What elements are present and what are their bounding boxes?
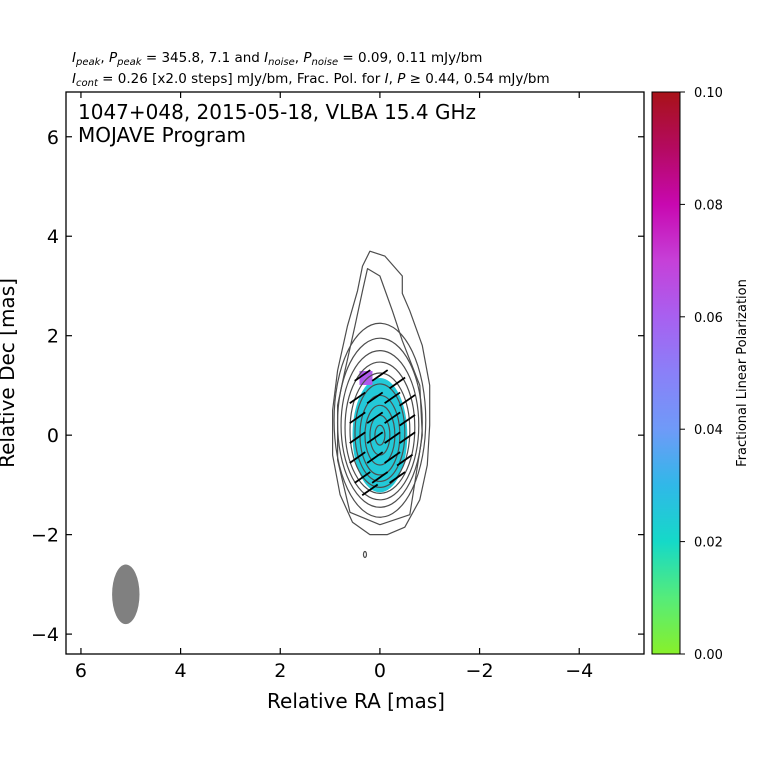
contour-level: [344, 361, 416, 494]
evpa-vector: [384, 431, 401, 444]
evpa-vector: [371, 369, 389, 382]
evpa-vector: [384, 391, 401, 405]
x-axis-label: Relative RA [mas]: [267, 689, 445, 713]
evpa-vector: [349, 391, 366, 405]
evpa-vector: [384, 451, 401, 464]
x-tick-label: −2: [466, 660, 494, 682]
contour-level: [340, 350, 420, 501]
evpa-vector: [399, 414, 416, 427]
evpa-vector: [384, 411, 401, 424]
evpa-vector: [366, 411, 384, 424]
contour-blip: [362, 550, 368, 559]
evpa-vector: [396, 453, 414, 467]
evpa-vector: [361, 483, 379, 497]
y-tick-label: −4: [31, 624, 59, 646]
plot-frame: [65, 91, 645, 655]
contour-outer: [332, 250, 431, 536]
plot-area: [112, 250, 431, 625]
y-tick-label: 0: [47, 425, 59, 447]
evpa-vector: [366, 451, 384, 464]
colorbar-tick-label: 0.08: [694, 198, 723, 213]
colorbar-tick-label: 0.02: [694, 536, 723, 551]
evpa-vector: [366, 431, 384, 444]
evpa-vector: [371, 471, 389, 484]
beam-ellipse: [112, 564, 140, 625]
header-line-1: Ipeak, Ppeak = 345.8, 7.1 and Inoise, Pn…: [72, 50, 482, 68]
y-tick-label: 2: [47, 326, 59, 348]
colorbar-tick-label: 0.06: [694, 311, 723, 326]
contour-level: [336, 337, 423, 508]
evpa-vector: [366, 391, 384, 405]
x-tick-label: −4: [565, 660, 593, 682]
contour-level: [374, 424, 386, 446]
header-line-2: Icont = 0.26 [x2.0 steps] mJy/bm, Frac. …: [72, 71, 550, 89]
contour-extension: [337, 268, 423, 526]
contour-level: [333, 322, 427, 518]
colorbar-ticks: 0.00 0.02 0.04 0.06 0.08 0.10: [680, 86, 723, 663]
y-tick-label: −2: [31, 525, 59, 547]
evpa-vector: [349, 411, 366, 424]
evpa-vector: [349, 451, 366, 464]
chart-title-line-2: MOJAVE Program: [78, 123, 246, 147]
colorbar-label: Fractional Linear Polarization: [735, 279, 750, 467]
y-tick-label: 6: [47, 127, 59, 149]
contour-level: [349, 372, 411, 488]
evpa-vector: [399, 394, 416, 407]
evpa-vector: [349, 431, 366, 444]
chart-title-line-1: 1047+048, 2015-05-18, VLBA 15.4 GHz: [78, 100, 476, 124]
colorbar-tick-label: 0.04: [694, 423, 723, 438]
colorbar: [651, 91, 681, 655]
y-axis-label: Relative Dec [mas]: [0, 278, 19, 468]
colorbar-tick-label: 0.00: [694, 648, 723, 663]
contour-level: [354, 383, 406, 483]
evpa-vector: [389, 376, 406, 390]
evpa-vector: [354, 471, 371, 484]
evpa-vector: [399, 431, 416, 444]
x-tick-label: 4: [175, 660, 187, 682]
evpa-vector: [389, 471, 406, 484]
y-tick-label: 4: [47, 226, 59, 248]
x-tick-label: 0: [374, 660, 386, 682]
axis-ticks: 6 4 2 0 −2 −4 −4 −2 0 2 4 6: [31, 92, 644, 682]
colorbar-tick-label: 0.10: [694, 86, 723, 101]
x-tick-label: 2: [274, 660, 286, 682]
x-tick-label: 6: [75, 660, 87, 682]
evpa-vector: [354, 369, 371, 382]
